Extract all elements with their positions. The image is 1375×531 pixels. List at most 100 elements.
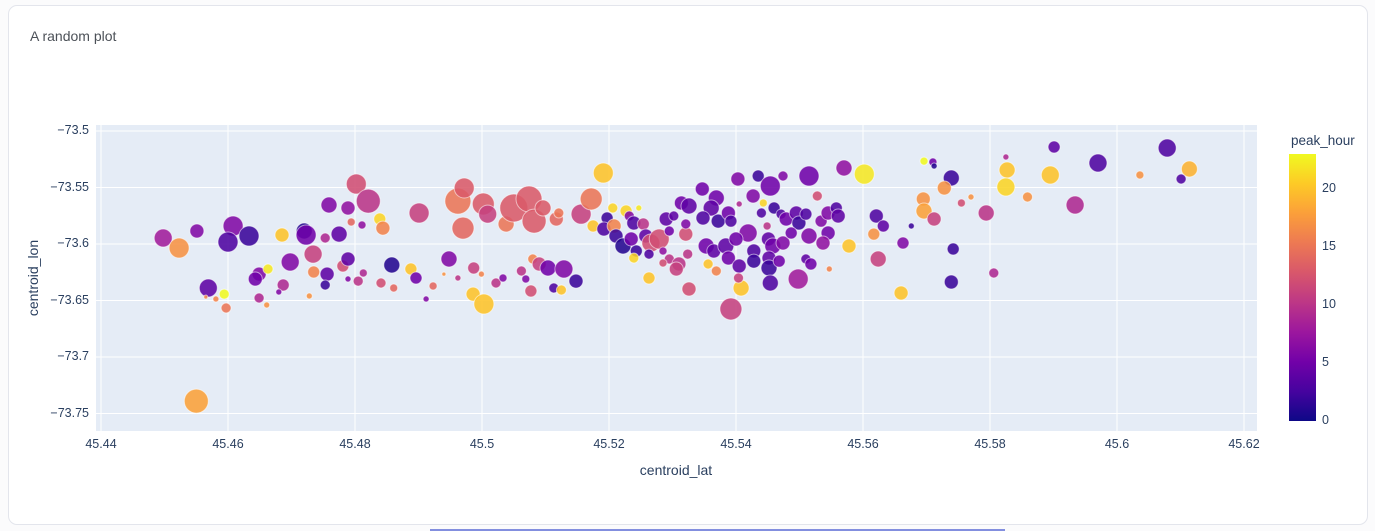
scatter-point[interactable] xyxy=(907,222,915,230)
scatter-point[interactable] xyxy=(340,251,356,267)
scatter-point[interactable] xyxy=(467,261,481,275)
scatter-point[interactable] xyxy=(668,210,680,222)
scatter-point[interactable] xyxy=(977,204,995,222)
scatter-point[interactable] xyxy=(352,275,364,287)
scatter-point[interactable] xyxy=(220,302,232,314)
scatter-point[interactable] xyxy=(422,295,430,303)
scatter-point[interactable] xyxy=(680,197,698,215)
scatter-point[interactable] xyxy=(344,275,352,283)
scatter-point[interactable] xyxy=(319,279,331,291)
scatter-point[interactable] xyxy=(636,217,650,231)
scatter-point[interactable] xyxy=(375,277,387,289)
scatter-point[interactable] xyxy=(183,388,209,414)
scatter-point[interactable] xyxy=(663,225,675,237)
scatter-point[interactable] xyxy=(295,224,317,246)
scatter-point[interactable] xyxy=(745,188,761,204)
scatter-point[interactable] xyxy=(568,273,584,289)
scatter-point[interactable] xyxy=(478,204,498,224)
scatter-point[interactable] xyxy=(668,261,684,277)
scatter-point[interactable] xyxy=(307,265,321,279)
scatter-point[interactable] xyxy=(702,258,714,270)
scatter-point[interactable] xyxy=(869,250,887,268)
scatter-point[interactable] xyxy=(428,281,438,291)
scatter-point[interactable] xyxy=(1088,153,1108,173)
scatter-point[interactable] xyxy=(967,193,975,201)
scatter-point[interactable] xyxy=(592,162,614,184)
scatter-point[interactable] xyxy=(345,173,367,195)
scatter-point[interactable] xyxy=(153,228,173,248)
scatter-point[interactable] xyxy=(775,235,791,251)
scatter-point[interactable] xyxy=(800,227,818,245)
scatter-point[interactable] xyxy=(263,301,271,309)
scatter-point[interactable] xyxy=(357,220,367,230)
scatter-point[interactable] xyxy=(383,256,401,274)
scatter-point[interactable] xyxy=(730,171,746,187)
scatter-point[interactable] xyxy=(515,265,527,277)
scatter-point[interactable] xyxy=(579,187,603,211)
scatter-point[interactable] xyxy=(804,257,818,271)
scatter-point[interactable] xyxy=(319,266,335,282)
scatter-point[interactable] xyxy=(1065,195,1085,215)
scatter-point[interactable] xyxy=(346,217,356,227)
scatter-point[interactable] xyxy=(247,271,263,287)
scatter-point[interactable] xyxy=(811,190,823,202)
scatter-point[interactable] xyxy=(996,177,1016,197)
scatter-point[interactable] xyxy=(825,265,833,273)
scatter-point[interactable] xyxy=(473,293,495,315)
scatter-point[interactable] xyxy=(168,237,190,259)
scatter-point[interactable] xyxy=(262,263,274,275)
scatter-point[interactable] xyxy=(217,231,239,253)
scatter-point[interactable] xyxy=(1180,160,1198,178)
scatter-point[interactable] xyxy=(253,292,265,304)
scatter-point[interactable] xyxy=(724,214,738,228)
scatter-point[interactable] xyxy=(719,297,743,321)
scatter-point[interactable] xyxy=(389,283,399,293)
scatter-point[interactable] xyxy=(761,274,779,292)
scatter-point[interactable] xyxy=(777,170,789,182)
scatter-point[interactable] xyxy=(930,162,938,170)
scatter-point[interactable] xyxy=(1135,170,1145,180)
scatter-point[interactable] xyxy=(926,211,942,227)
scatter-point[interactable] xyxy=(893,285,909,301)
scatter-point[interactable] xyxy=(441,271,447,277)
scatter-point[interactable] xyxy=(375,220,391,236)
scatter-point[interactable] xyxy=(1022,191,1033,203)
scatter-point[interactable] xyxy=(759,175,781,197)
scatter-point[interactable] xyxy=(477,270,485,278)
scatter-point[interactable] xyxy=(276,278,290,292)
scatter-point[interactable] xyxy=(694,181,710,197)
scatter-point[interactable] xyxy=(867,227,881,241)
scatter-point[interactable] xyxy=(275,288,283,296)
scatter-point[interactable] xyxy=(815,235,831,251)
scatter-point[interactable] xyxy=(539,259,557,277)
scatter-point[interactable] xyxy=(695,210,711,226)
scatter-point[interactable] xyxy=(555,284,567,296)
scatter-point[interactable] xyxy=(553,207,565,219)
scatter-point[interactable] xyxy=(1002,153,1010,161)
scatter-point[interactable] xyxy=(212,295,220,303)
scatter-point[interactable] xyxy=(946,242,960,256)
scatter-point[interactable] xyxy=(728,231,744,247)
scatter-point[interactable] xyxy=(787,268,809,290)
scatter-point[interactable] xyxy=(642,271,656,285)
scatter-point[interactable] xyxy=(799,207,813,221)
scatter-point[interactable] xyxy=(1047,140,1061,154)
scatter-point[interactable] xyxy=(1157,138,1177,158)
scatter-point[interactable] xyxy=(772,254,786,268)
scatter-point[interactable] xyxy=(628,252,640,264)
scatter-point[interactable] xyxy=(746,253,762,269)
scatter-point[interactable] xyxy=(998,161,1016,179)
scatter-point[interactable] xyxy=(305,292,313,300)
scatter-point[interactable] xyxy=(198,278,218,298)
scatter-point[interactable] xyxy=(896,236,910,250)
scatter-point[interactable] xyxy=(320,196,338,214)
scatter-point[interactable] xyxy=(798,165,820,187)
scatter-point[interactable] xyxy=(303,244,323,264)
scatter-point[interactable] xyxy=(853,163,875,185)
scatter-plot[interactable] xyxy=(96,125,1257,431)
scatter-point[interactable] xyxy=(451,216,475,240)
scatter-point[interactable] xyxy=(1175,173,1187,185)
scatter-point[interactable] xyxy=(498,273,508,283)
scatter-point[interactable] xyxy=(238,225,260,247)
scatter-point[interactable] xyxy=(720,250,736,266)
